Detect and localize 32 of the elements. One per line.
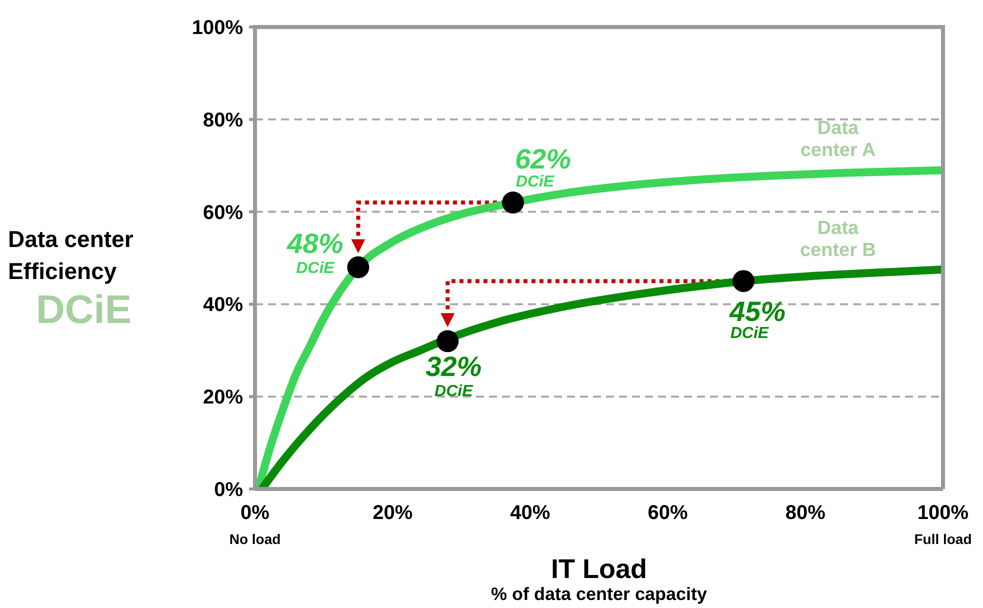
x-axis-title: IT Load: [550, 554, 648, 585]
series-label: Data center A: [799, 118, 877, 162]
data-label: 62%: [514, 144, 572, 175]
text: DCiE: [36, 288, 132, 333]
data-label: 32%: [426, 351, 482, 382]
point: [502, 192, 524, 214]
series-label: Data center B: [798, 218, 878, 262]
y-tick-label: 40%: [202, 294, 244, 316]
annotation: DCiE: [434, 383, 474, 400]
text: No load: [228, 531, 282, 547]
y-tick-label: 60%: [202, 202, 244, 224]
x-tick-label: 60%: [648, 502, 688, 524]
point: [347, 256, 370, 278]
text: % of data center capacity: [490, 584, 708, 605]
data-label: 48%: [286, 228, 344, 260]
x-tick-label: 80%: [785, 502, 826, 524]
x-tick-label: 40%: [510, 502, 550, 524]
point: [732, 270, 754, 292]
y-tick-label: 100%: [192, 17, 244, 39]
y-axis-title: Data center Efficiency: [8, 225, 134, 286]
y-tick-label: 0%: [214, 479, 244, 501]
annotation: DCiE: [296, 260, 336, 278]
x-tick-label: 20%: [372, 502, 413, 524]
annotation: DCiE: [730, 325, 770, 342]
annotation: DCiE: [516, 174, 556, 191]
y-tick-label: 20%: [202, 386, 244, 409]
x-tick-label: 0%: [240, 502, 270, 524]
x-tick-label: 100%: [917, 502, 969, 524]
data-label: 45%: [728, 296, 786, 328]
text: Full load: [913, 531, 973, 547]
y-tick-label: 80%: [202, 109, 244, 132]
point: [436, 330, 459, 352]
